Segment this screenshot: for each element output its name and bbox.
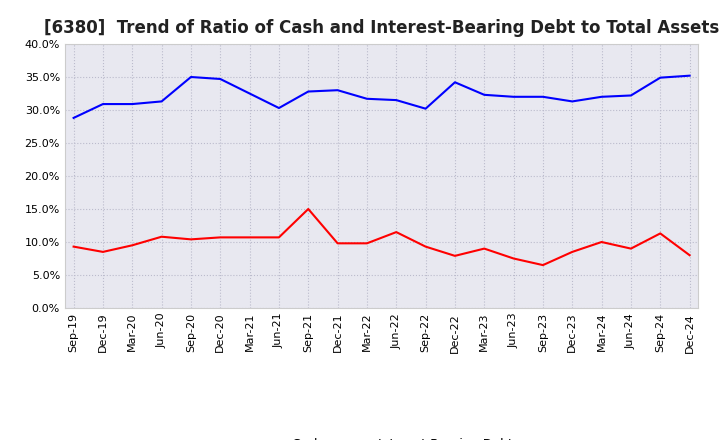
Cash [480,246,489,251]
Cash [186,237,195,242]
Cash [451,253,459,258]
Interest-Bearing Debt [568,99,577,104]
Interest-Bearing Debt [304,89,312,94]
Cash [568,249,577,254]
Interest-Bearing Debt [216,77,225,82]
Cash [392,230,400,235]
Cash [99,249,107,254]
Cash [69,244,78,249]
Legend: Cash, Interest-Bearing Debt: Cash, Interest-Bearing Debt [245,433,518,440]
Interest-Bearing Debt [421,106,430,111]
Cash [539,262,547,268]
Interest-Bearing Debt [392,97,400,103]
Interest-Bearing Debt [69,115,78,121]
Interest-Bearing Debt [157,99,166,104]
Cash [157,234,166,239]
Cash [304,206,312,212]
Interest-Bearing Debt [363,96,372,101]
Line: Interest-Bearing Debt: Interest-Bearing Debt [73,76,690,118]
Interest-Bearing Debt [539,94,547,99]
Cash [216,235,225,240]
Cash [363,241,372,246]
Interest-Bearing Debt [333,88,342,93]
Cash [333,241,342,246]
Title: [6380]  Trend of Ratio of Cash and Interest-Bearing Debt to Total Assets: [6380] Trend of Ratio of Cash and Intere… [44,19,719,37]
Cash [246,235,254,240]
Line: Cash: Cash [73,209,690,265]
Interest-Bearing Debt [685,73,694,78]
Cash [626,246,635,251]
Interest-Bearing Debt [451,80,459,85]
Interest-Bearing Debt [99,101,107,106]
Cash [685,253,694,258]
Interest-Bearing Debt [246,91,254,96]
Interest-Bearing Debt [626,93,635,98]
Interest-Bearing Debt [656,75,665,80]
Cash [128,243,137,248]
Cash [274,235,283,240]
Interest-Bearing Debt [186,74,195,80]
Cash [656,231,665,236]
Cash [421,244,430,249]
Interest-Bearing Debt [598,94,606,99]
Interest-Bearing Debt [509,94,518,99]
Interest-Bearing Debt [128,101,137,106]
Cash [598,239,606,245]
Cash [509,256,518,261]
Interest-Bearing Debt [480,92,489,97]
Interest-Bearing Debt [274,105,283,110]
